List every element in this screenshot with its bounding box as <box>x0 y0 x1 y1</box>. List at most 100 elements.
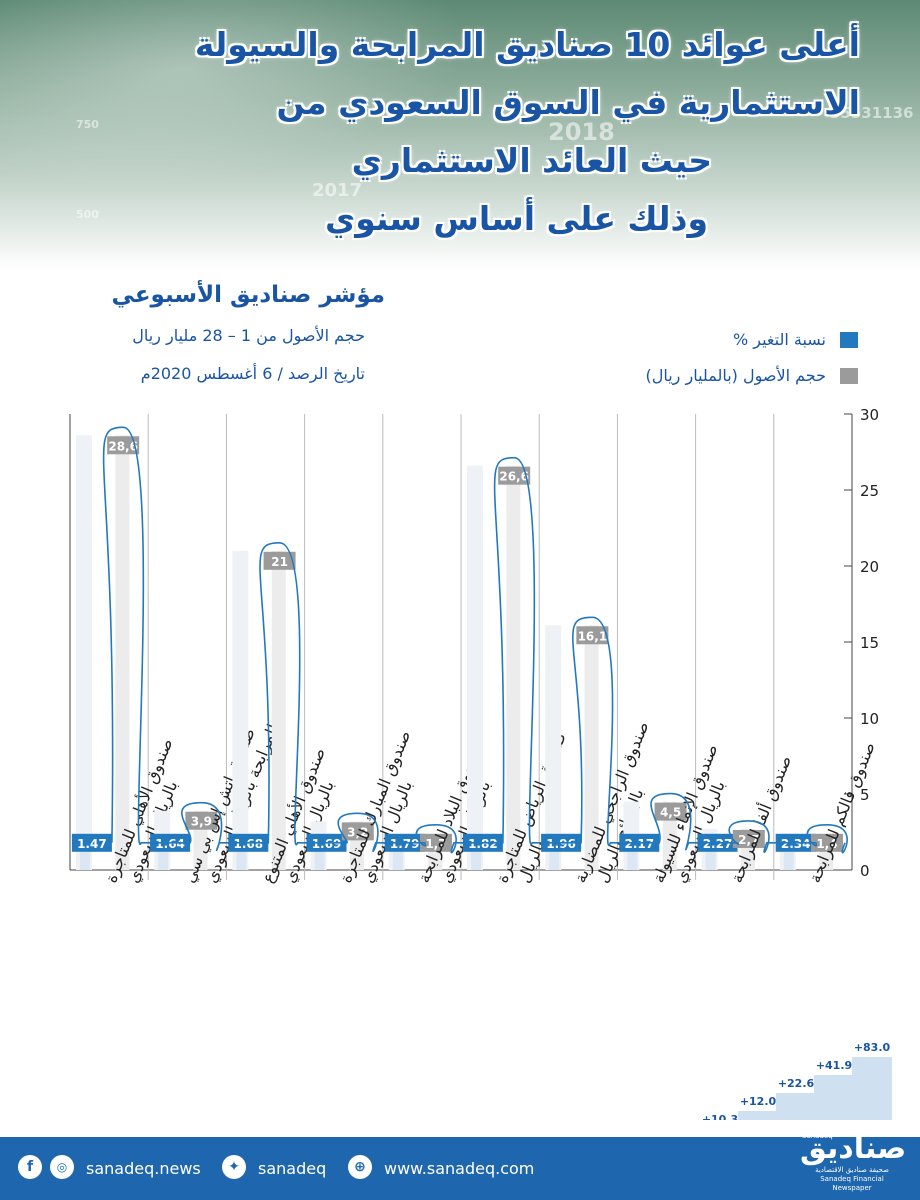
stair-step <box>738 1111 778 1120</box>
stair-label: +83.0 <box>854 1041 891 1054</box>
logo-arabic: صناديق <box>800 1131 907 1166</box>
change-data-label: 1.69 <box>312 837 342 851</box>
change-bar <box>627 837 638 870</box>
change-bar <box>705 835 716 870</box>
stair-step <box>776 1093 816 1120</box>
legend-label: نسبة التغير % <box>732 330 826 349</box>
assets-column-shadow <box>232 550 249 870</box>
observation-date: تاريخ الرصد / 6 أغسطس 2020م <box>140 364 365 383</box>
change-data-label: 2.17 <box>624 837 654 851</box>
assets-data-label: 3,9 <box>191 815 212 829</box>
logo-subtitle-ar: صحيفة صناديق الاقتصادية <box>815 1166 889 1174</box>
assets-data-label: 2,7 <box>738 833 759 847</box>
connector-curve <box>102 426 848 854</box>
stair-step <box>852 1057 892 1120</box>
background-mark: 2018 <box>548 118 615 146</box>
facebook-icon[interactable]: f <box>18 1155 42 1179</box>
assets-data-label: 1,4 <box>816 837 837 851</box>
assets-label-bg <box>732 829 765 848</box>
change-bar <box>471 842 481 870</box>
change-data-label: 2.27 <box>703 837 733 851</box>
background-mark: 750 <box>76 118 99 131</box>
change-bar <box>392 842 403 870</box>
y-tick-label: 0 <box>860 862 870 880</box>
assets-data-label: 1,7 <box>425 837 446 851</box>
stair-label: +10.3 <box>702 1113 738 1120</box>
background-mark: 2017 <box>312 180 363 201</box>
stair-step <box>814 1075 854 1120</box>
assets-label-bg <box>810 833 843 852</box>
change-bar <box>80 847 90 870</box>
change-data-label: 1.82 <box>468 837 498 851</box>
assets-label-bg <box>107 436 140 455</box>
y-tick-label: 25 <box>860 482 879 500</box>
assets-label-bg <box>498 466 531 485</box>
logo-subtitle-en: Sanadeq Financial Newspaper <box>820 1175 884 1192</box>
legend-item-change: نسبة التغير % <box>733 330 858 349</box>
legend-swatch-blue <box>840 331 858 348</box>
y-tick-label: 10 <box>860 710 879 728</box>
assets-label-bg <box>263 551 296 570</box>
change-data-label: 1.64 <box>155 837 185 851</box>
change-data-label: 2.34 <box>781 837 811 851</box>
assets-label-bg <box>185 811 218 830</box>
change-data-label: 1.47 <box>77 837 107 851</box>
header-banner: 750 500 2018 2017 35531136 أعلى عوائد 10… <box>0 0 920 270</box>
assets-data-label: 4,5 <box>660 806 681 820</box>
title-line: حيث العائد الاستثماري <box>351 141 712 180</box>
change-bar <box>236 844 247 870</box>
title-line: وذلك على أساس سنوي <box>325 199 708 238</box>
y-tick-label: 20 <box>860 558 879 576</box>
assets-data-label: 26,6 <box>499 470 529 484</box>
stair-label: +41.9 <box>816 1059 852 1072</box>
social-handle[interactable]: sanadeq.news <box>86 1159 201 1178</box>
assets-bar <box>271 550 286 870</box>
title-line: الاستثمارية في السوق السعودي من <box>276 83 860 122</box>
assets-bar <box>115 435 130 870</box>
change-label-bg <box>71 833 112 852</box>
y-tick-label: 15 <box>860 634 879 652</box>
assets-data-label: 21 <box>271 555 288 569</box>
assets-label-bg <box>654 802 687 821</box>
assets-bar <box>819 848 834 870</box>
assets-data-label: 28,6 <box>108 439 138 453</box>
y-tick-label: 30 <box>860 406 879 424</box>
change-bar <box>314 844 325 870</box>
footer-bar: f ◎ sanadeq.news ✦ sanadeq ⊕ www.sanadeq… <box>0 1137 920 1200</box>
assets-label-bg <box>341 822 374 841</box>
twitter-icon[interactable]: ✦ <box>222 1155 246 1179</box>
background-mark: 500 <box>76 208 99 221</box>
assets-column-shadow <box>76 435 92 870</box>
y-tick-label: 5 <box>860 786 870 804</box>
change-data-label: 1.79 <box>390 837 420 851</box>
chart-subtitle: مؤشر صناديق الأسبوعي <box>111 282 385 308</box>
assets-data-label: 3,2 <box>347 825 368 839</box>
page-title: أعلى عوائد 10 صناديق المرابحة والسيولة ا… <box>40 16 860 248</box>
assets-column-shadow <box>545 625 562 870</box>
stair-label: +12.0 <box>740 1095 777 1108</box>
background-mark: 35531136 <box>830 104 914 122</box>
assets-data-label: 16,1 <box>578 629 608 643</box>
instagram-icon[interactable]: ◎ <box>50 1155 74 1179</box>
assets-label-bg <box>576 626 609 645</box>
assets-bar <box>584 625 599 870</box>
legend-label: حجم الأصول (بالمليار ريال) <box>645 366 826 385</box>
change-bar <box>783 834 794 870</box>
legend-item-assets: حجم الأصول (بالمليار ريال) <box>645 366 858 385</box>
asset-range-note: حجم الأصول من 1 – 28 مليار ريال <box>132 326 365 345</box>
legend-swatch-gray <box>840 367 858 384</box>
logo-en-tag: Sanadeq <box>802 1132 833 1140</box>
globe-icon[interactable]: ⊕ <box>348 1155 372 1179</box>
change-bar <box>549 840 560 870</box>
assets-column-shadow <box>467 465 483 870</box>
change-data-label: 1.68 <box>233 837 263 851</box>
title-line: أعلى عوائد 10 صناديق المرابحة والسيولة <box>194 25 860 64</box>
assets-bar <box>506 465 521 870</box>
change-data-label: 1.96 <box>546 837 576 851</box>
twitter-handle[interactable]: sanadeq <box>258 1159 327 1178</box>
assets-label-bg <box>419 833 452 852</box>
change-bar <box>158 845 169 870</box>
stair-label: +22.6 <box>778 1077 815 1090</box>
website-link[interactable]: www.sanadeq.com <box>384 1159 535 1178</box>
